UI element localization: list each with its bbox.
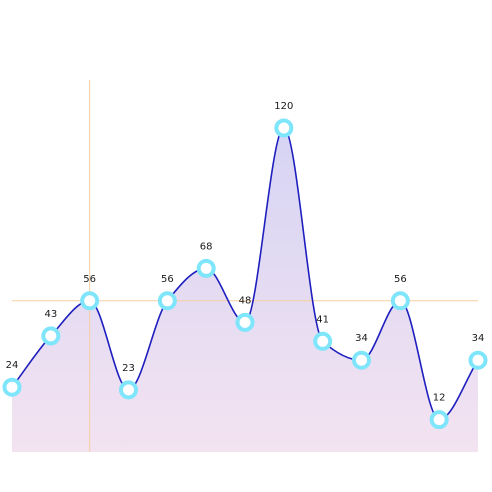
- data-label: 12: [433, 393, 446, 404]
- data-point-marker[interactable]: [390, 291, 410, 311]
- data-point-marker[interactable]: [235, 312, 255, 332]
- data-point-marker[interactable]: [80, 291, 100, 311]
- data-label: 48: [239, 295, 252, 306]
- data-point-marker[interactable]: [468, 350, 488, 370]
- data-label: 43: [44, 309, 57, 320]
- data-point-marker[interactable]: [157, 291, 177, 311]
- data-point-marker[interactable]: [41, 326, 61, 346]
- data-label: 68: [200, 241, 213, 252]
- data-label: 23: [122, 363, 135, 374]
- data-point-marker[interactable]: [313, 331, 333, 351]
- data-point-marker[interactable]: [352, 350, 371, 370]
- area-fill: [12, 128, 478, 452]
- data-label: 24: [6, 360, 19, 371]
- data-label: 56: [161, 274, 174, 285]
- data-label: 56: [394, 274, 407, 285]
- data-label: 41: [316, 314, 329, 325]
- data-point-marker[interactable]: [196, 258, 216, 278]
- data-point-marker[interactable]: [119, 380, 138, 400]
- data-label: 56: [83, 274, 96, 285]
- data-point-marker[interactable]: [274, 118, 294, 138]
- data-label: 34: [472, 333, 485, 344]
- data-label: 120: [274, 101, 293, 112]
- data-point-marker[interactable]: [429, 410, 449, 430]
- data-point-marker[interactable]: [2, 377, 22, 397]
- data-label: 34: [355, 333, 368, 344]
